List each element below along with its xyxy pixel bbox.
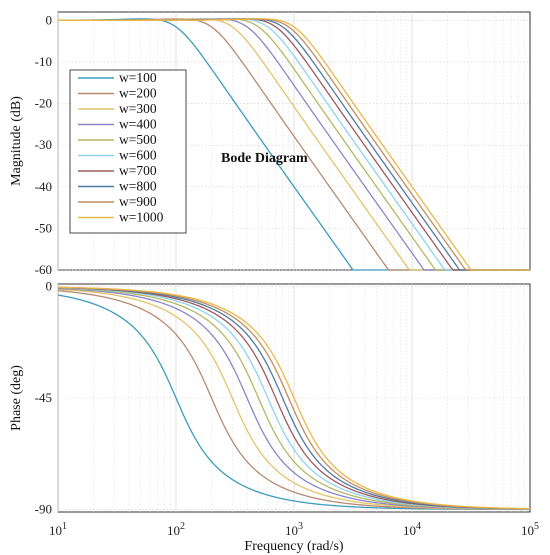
- phase-y-tick-label: 0: [46, 278, 53, 293]
- phase-y-ticks: 0 -45 -90: [35, 278, 52, 516]
- magnitude-axis-label: Magnitude (dB): [9, 96, 24, 186]
- phase-grid: [57, 284, 530, 512]
- magnitude-y-tick-label: -40: [35, 179, 52, 194]
- x-tick-labels: 101 102 103 104 105: [49, 521, 539, 538]
- phase-series-w=1000: [57, 286, 531, 510]
- legend-entry: w=700: [119, 163, 157, 178]
- legend-entry: w=500: [119, 132, 157, 147]
- magnitude-y-tick-label: -30: [35, 137, 52, 152]
- magnitude-panel: 0 -10 -20 -30 -40 -50 -60 Magnitude (dB) w=100…: [9, 11, 531, 277]
- magnitude-y-ticks: 0 -10 -20 -30 -40 -50 -60: [35, 12, 52, 277]
- phase-y-tick-label: -45: [35, 390, 52, 405]
- magnitude-y-tick-label: -50: [35, 220, 52, 235]
- legend-entry: w=200: [119, 86, 157, 101]
- x-tick-label: 101: [49, 521, 67, 538]
- x-tick-label: 104: [403, 521, 421, 538]
- phase-y-tick-label: -90: [35, 502, 52, 517]
- legend-entry: w=600: [119, 148, 157, 163]
- chart-title: Bode Diagram: [221, 151, 308, 166]
- legend: w=100w=200w=300w=400w=500w=600w=700w=800…: [69, 69, 187, 234]
- x-tick-label: 102: [167, 521, 185, 538]
- magnitude-series-w=1000: [58, 18, 530, 271]
- x-axis-label: Frequency (rad/s): [244, 539, 343, 554]
- legend-entry: w=300: [119, 101, 157, 116]
- magnitude-y-tick-label: 0: [46, 12, 53, 27]
- legend-entry: w=1000: [119, 210, 164, 225]
- legend-entry: w=800: [119, 179, 157, 194]
- x-tick-label: 105: [521, 521, 539, 538]
- magnitude-y-tick-label: -10: [35, 54, 52, 69]
- magnitude-curves: [58, 18, 530, 271]
- legend-entry: w=900: [119, 194, 157, 209]
- phase-curves: [57, 286, 531, 511]
- magnitude-y-tick-label: -20: [35, 96, 52, 111]
- legend-box: [69, 69, 187, 234]
- legend-entry: w=400: [119, 117, 157, 132]
- legend-entry: w=100: [119, 70, 157, 85]
- phase-panel: 0 -45 -90 Phase (deg): [9, 278, 531, 517]
- x-tick-label: 103: [285, 521, 303, 538]
- magnitude-y-tick-label: -60: [35, 262, 52, 277]
- phase-axis-label: Phase (deg): [9, 365, 24, 431]
